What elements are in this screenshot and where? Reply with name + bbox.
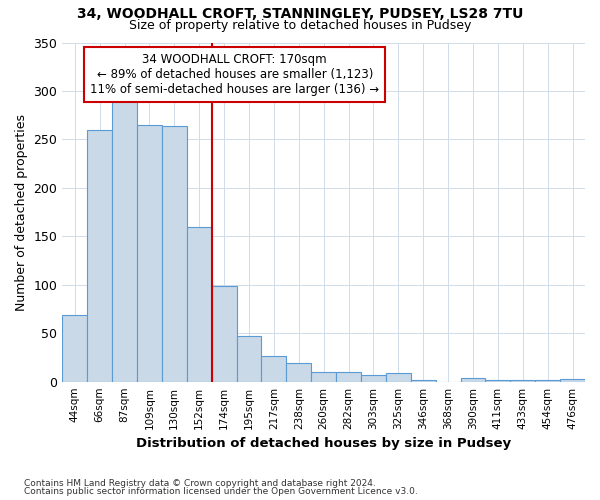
Bar bbox=[212, 286, 236, 382]
Bar bbox=[62, 315, 87, 382]
Text: Contains public sector information licensed under the Open Government Licence v3: Contains public sector information licen… bbox=[24, 487, 418, 496]
Bar bbox=[87, 130, 112, 382]
Text: 34 WOODHALL CROFT: 170sqm
← 89% of detached houses are smaller (1,123)
11% of se: 34 WOODHALL CROFT: 170sqm ← 89% of detac… bbox=[90, 52, 379, 96]
Bar bbox=[560, 379, 585, 382]
Bar bbox=[336, 372, 361, 382]
Bar bbox=[386, 373, 411, 382]
Bar bbox=[511, 380, 535, 382]
Bar bbox=[286, 364, 311, 382]
Bar bbox=[112, 98, 137, 382]
Bar bbox=[187, 226, 212, 382]
Bar bbox=[485, 380, 511, 382]
Bar bbox=[236, 336, 262, 382]
Text: Size of property relative to detached houses in Pudsey: Size of property relative to detached ho… bbox=[129, 19, 471, 32]
Bar bbox=[411, 380, 436, 382]
Bar bbox=[361, 375, 386, 382]
Text: Contains HM Land Registry data © Crown copyright and database right 2024.: Contains HM Land Registry data © Crown c… bbox=[24, 478, 376, 488]
Bar bbox=[311, 372, 336, 382]
Bar bbox=[162, 126, 187, 382]
X-axis label: Distribution of detached houses by size in Pudsey: Distribution of detached houses by size … bbox=[136, 437, 511, 450]
Bar bbox=[535, 380, 560, 382]
Bar bbox=[137, 125, 162, 382]
Bar bbox=[461, 378, 485, 382]
Y-axis label: Number of detached properties: Number of detached properties bbox=[15, 114, 28, 310]
Text: 34, WOODHALL CROFT, STANNINGLEY, PUDSEY, LS28 7TU: 34, WOODHALL CROFT, STANNINGLEY, PUDSEY,… bbox=[77, 8, 523, 22]
Bar bbox=[262, 356, 286, 382]
